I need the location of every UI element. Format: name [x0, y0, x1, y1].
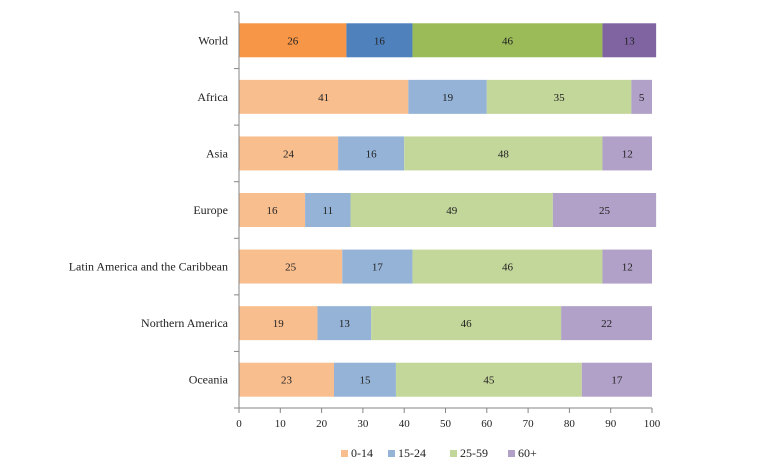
- bar-oceania-60: [581, 362, 652, 397]
- category-label-world: World: [198, 33, 228, 47]
- x-tick-label: 60: [481, 418, 493, 430]
- bar-oceania-25-59: [395, 362, 582, 397]
- data-label-latin-america-and-the-caribbean-15-24: 17: [372, 262, 384, 274]
- x-tick-label: 70: [523, 418, 535, 430]
- data-label-northern-america-0-14: 19: [273, 318, 285, 330]
- data-label-latin-america-and-the-caribbean-0-14: 25: [285, 262, 297, 274]
- data-label-europe-25-59: 49: [446, 205, 458, 217]
- bar-latin-america-and-the-caribbean-25-59: [412, 249, 603, 284]
- bar-europe-0-14: [239, 193, 306, 227]
- legend-swatch-60: [508, 450, 515, 457]
- legend-label-60: 60+: [518, 446, 537, 460]
- x-tick-label: 90: [605, 418, 617, 430]
- data-label-asia-25-59: 48: [498, 148, 510, 160]
- data-label-asia-60: 12: [622, 148, 633, 160]
- x-tick-label: 10: [275, 418, 287, 430]
- data-label-latin-america-and-the-caribbean-25-59: 46: [502, 262, 514, 274]
- bar-europe-15-24: [305, 193, 351, 227]
- bar-africa-25-59: [486, 79, 632, 114]
- bar-africa-0-14: [239, 79, 409, 114]
- bar-oceania-0-14: [239, 362, 334, 397]
- bar-europe-25-59: [350, 193, 553, 227]
- bar-northern-america-60: [561, 306, 652, 341]
- data-label-africa-60: 5: [639, 92, 645, 104]
- data-label-northern-america-25-59: 46: [461, 318, 473, 330]
- category-label-africa: Africa: [197, 90, 228, 104]
- axes-layer: 0 10 20 30 40 50 60 70 80 90 100: [234, 11, 661, 430]
- category-label-oceania: Oceania: [189, 373, 229, 387]
- bar-northern-america-15-24: [317, 306, 372, 341]
- legend-swatch-15-24: [388, 450, 395, 457]
- legend-swatch-0-14: [341, 450, 348, 457]
- category-label-latin-america-and-the-caribbean: Latin America and the Caribbean: [69, 260, 228, 274]
- data-label-world-25-59: 46: [502, 35, 514, 47]
- data-label-europe-60: 25: [599, 205, 611, 217]
- data-label-europe-15-24: 11: [322, 205, 333, 217]
- bar-asia-25-59: [404, 136, 603, 171]
- bar-latin-america-and-the-caribbean-60: [602, 249, 652, 284]
- bar-asia-0-14: [239, 136, 339, 171]
- data-label-europe-0-14: 16: [267, 205, 279, 217]
- bar-world-25-59: [412, 23, 603, 58]
- x-tick-label: 100: [644, 418, 661, 430]
- legend: 0-14 15-24 25-59 60+: [341, 446, 537, 460]
- bar-northern-america-0-14: [239, 306, 318, 341]
- bar-asia-60: [602, 136, 652, 171]
- data-label-africa-15-24: 19: [442, 92, 454, 104]
- data-labels-layer: 26 16 46 13 41 19 35 5 24 16 48 12 16 11 49 25 25 17 46 12 1…: [267, 35, 645, 386]
- data-label-oceania-60: 17: [611, 375, 623, 387]
- category-label-asia: Asia: [206, 146, 229, 160]
- data-label-world-60: 13: [624, 35, 636, 47]
- data-label-africa-25-59: 35: [554, 92, 566, 104]
- data-label-latin-america-and-the-caribbean-60: 12: [622, 262, 633, 274]
- data-label-africa-0-14: 41: [318, 92, 329, 104]
- x-tick-label: 80: [564, 418, 576, 430]
- data-label-asia-0-14: 24: [283, 148, 295, 160]
- data-label-asia-15-24: 16: [366, 148, 378, 160]
- data-label-world-15-24: 16: [374, 35, 386, 47]
- bar-latin-america-and-the-caribbean-0-14: [239, 249, 343, 284]
- x-tick-label: 0: [236, 418, 242, 430]
- data-label-oceania-15-24: 15: [359, 375, 371, 387]
- category-labels-layer: World Africa Asia Europe Latin America and t…: [69, 33, 229, 386]
- bars-layer: [239, 23, 657, 397]
- legend-swatch-25-59: [450, 450, 457, 457]
- data-label-northern-america-15-24: 13: [339, 318, 351, 330]
- bar-europe-60: [552, 193, 657, 227]
- bar-world-15-24: [346, 23, 413, 58]
- x-tick-label: 30: [357, 418, 369, 430]
- bar-asia-15-24: [338, 136, 405, 171]
- bar-world-0-14: [239, 23, 347, 58]
- bar-africa-60: [631, 79, 652, 114]
- bar-latin-america-and-the-caribbean-15-24: [342, 249, 413, 284]
- bar-africa-15-24: [408, 79, 487, 114]
- x-tick-label: 40: [399, 418, 411, 430]
- legend-label-15-24: 15-24: [398, 446, 426, 460]
- data-label-oceania-0-14: 23: [281, 375, 293, 387]
- data-label-oceania-25-59: 45: [483, 375, 495, 387]
- bar-oceania-15-24: [333, 362, 396, 397]
- x-tick-label: 20: [316, 418, 328, 430]
- x-tick-label: 50: [440, 418, 452, 430]
- data-label-world-0-14: 26: [287, 35, 299, 47]
- category-label-europe: Europe: [193, 203, 228, 217]
- legend-label-25-59: 25-59: [460, 446, 488, 460]
- data-label-northern-america-60: 22: [601, 318, 612, 330]
- bar-world-60: [602, 23, 657, 58]
- bar-northern-america-25-59: [371, 306, 562, 341]
- category-label-northern-america: Northern America: [141, 316, 229, 330]
- legend-label-0-14: 0-14: [351, 446, 373, 460]
